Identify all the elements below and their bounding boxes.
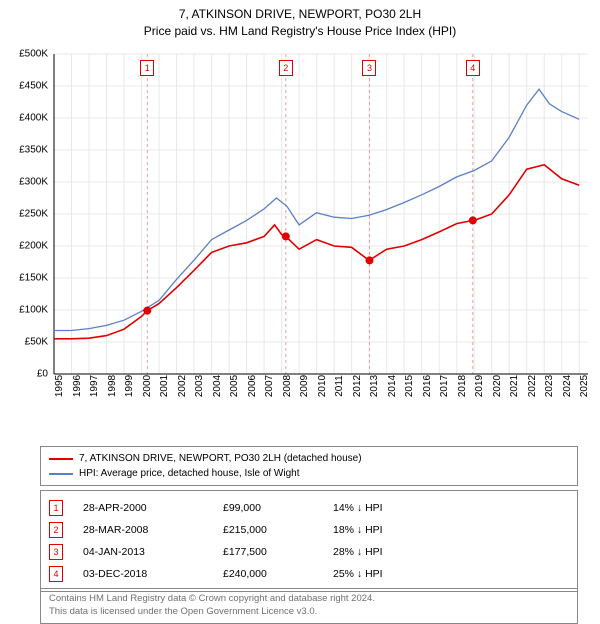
transaction-diff: 14% ↓ HPI bbox=[333, 502, 569, 514]
x-axis-label: 1999 bbox=[124, 375, 135, 397]
chart-marker: 2 bbox=[279, 60, 293, 76]
x-axis-label: 2011 bbox=[334, 375, 345, 397]
x-axis-label: 1995 bbox=[54, 375, 65, 397]
transaction-price: £240,000 bbox=[223, 568, 333, 580]
x-axis-label: 2019 bbox=[474, 375, 485, 397]
x-axis-label: 2002 bbox=[177, 375, 188, 397]
x-axis-label: 2016 bbox=[422, 375, 433, 397]
chart-marker: 1 bbox=[140, 60, 154, 76]
x-axis-label: 2009 bbox=[299, 375, 310, 397]
x-axis-label: 2014 bbox=[387, 375, 398, 397]
transaction-price: £99,000 bbox=[223, 502, 333, 514]
x-axis-label: 2021 bbox=[509, 375, 520, 397]
y-axis-label: £300K bbox=[19, 177, 48, 188]
x-axis-label: 2001 bbox=[159, 375, 170, 397]
transaction-marker: 4 bbox=[49, 566, 63, 582]
y-axis-label: £250K bbox=[19, 209, 48, 220]
x-axis-label: 2000 bbox=[142, 375, 153, 397]
transaction-dot bbox=[143, 307, 151, 315]
transaction-marker: 3 bbox=[49, 544, 63, 560]
transaction-diff: 25% ↓ HPI bbox=[333, 568, 569, 580]
legend-swatch bbox=[49, 458, 73, 460]
x-axis-label: 2008 bbox=[282, 375, 293, 397]
x-axis-label: 2012 bbox=[352, 375, 363, 397]
x-axis-label: 1998 bbox=[107, 375, 118, 397]
x-axis-label: 2018 bbox=[457, 375, 468, 397]
x-axis-label: 2023 bbox=[544, 375, 555, 397]
x-axis-label: 2020 bbox=[492, 375, 503, 397]
transaction-diff: 28% ↓ HPI bbox=[333, 546, 569, 558]
transaction-row: 3 04-JAN-2013£177,50028% ↓ HPI bbox=[49, 541, 569, 563]
y-axis-label: £0 bbox=[37, 369, 48, 380]
legend: 7, ATKINSON DRIVE, NEWPORT, PO30 2LH (de… bbox=[40, 446, 578, 486]
transaction-row: 4 03-DEC-2018£240,00025% ↓ HPI bbox=[49, 563, 569, 585]
y-axis-label: £450K bbox=[19, 81, 48, 92]
chart-title: 7, ATKINSON DRIVE, NEWPORT, PO30 2LH Pri… bbox=[0, 0, 600, 40]
footer-line1: Contains HM Land Registry data © Crown c… bbox=[49, 593, 569, 606]
y-axis-label: £350K bbox=[19, 145, 48, 156]
x-axis-label: 2006 bbox=[247, 375, 258, 397]
x-axis-label: 2007 bbox=[264, 375, 275, 397]
transaction-marker: 1 bbox=[49, 500, 63, 516]
y-axis-label: £50K bbox=[25, 337, 48, 348]
x-axis-label: 2013 bbox=[369, 375, 380, 397]
transaction-date: 04-JAN-2013 bbox=[83, 546, 223, 558]
transaction-diff: 18% ↓ HPI bbox=[333, 524, 569, 536]
transaction-dot bbox=[469, 216, 477, 224]
footer-attribution: Contains HM Land Registry data © Crown c… bbox=[40, 588, 578, 624]
transaction-date: 28-MAR-2008 bbox=[83, 524, 223, 536]
footer-line2: This data is licensed under the Open Gov… bbox=[49, 606, 569, 619]
transaction-marker: 2 bbox=[49, 522, 63, 538]
x-axis-label: 2025 bbox=[579, 375, 590, 397]
legend-label: 7, ATKINSON DRIVE, NEWPORT, PO30 2LH (de… bbox=[79, 451, 362, 466]
y-axis-label: £400K bbox=[19, 113, 48, 124]
chart-area: £0 £50K £100K £150K £200K £250K £300K £350K £400… bbox=[0, 48, 600, 408]
legend-label: HPI: Average price, detached house, Isle… bbox=[79, 466, 300, 481]
x-axis-label: 2015 bbox=[404, 375, 415, 397]
x-axis-label: 2024 bbox=[562, 375, 573, 397]
chart-marker: 4 bbox=[466, 60, 480, 76]
transaction-date: 03-DEC-2018 bbox=[83, 568, 223, 580]
x-axis-label: 2010 bbox=[317, 375, 328, 397]
title-line1: 7, ATKINSON DRIVE, NEWPORT, PO30 2LH bbox=[0, 6, 600, 23]
legend-swatch bbox=[49, 473, 73, 475]
x-axis-label: 2004 bbox=[212, 375, 223, 397]
x-axis-label: 2003 bbox=[194, 375, 205, 397]
y-axis-label: £100K bbox=[19, 305, 48, 316]
y-axis-label: £500K bbox=[19, 49, 48, 60]
chart-marker: 3 bbox=[362, 60, 376, 76]
x-axis-label: 1996 bbox=[72, 375, 83, 397]
transaction-dot bbox=[365, 256, 373, 264]
x-axis-label: 1997 bbox=[89, 375, 100, 397]
transaction-price: £215,000 bbox=[223, 524, 333, 536]
legend-item: HPI: Average price, detached house, Isle… bbox=[49, 466, 569, 481]
y-axis-label: £150K bbox=[19, 273, 48, 284]
x-axis-label: 2005 bbox=[229, 375, 240, 397]
x-axis-label: 2017 bbox=[439, 375, 450, 397]
title-line2: Price paid vs. HM Land Registry's House … bbox=[0, 23, 600, 40]
plot-area bbox=[54, 54, 588, 374]
transactions-table: 1 28-APR-2000£99,00014% ↓ HPI 2 28-MAR-2008… bbox=[40, 490, 578, 592]
transaction-row: 1 28-APR-2000£99,00014% ↓ HPI bbox=[49, 497, 569, 519]
legend-item: 7, ATKINSON DRIVE, NEWPORT, PO30 2LH (de… bbox=[49, 451, 569, 466]
transaction-row: 2 28-MAR-2008£215,00018% ↓ HPI bbox=[49, 519, 569, 541]
transaction-price: £177,500 bbox=[223, 546, 333, 558]
transaction-date: 28-APR-2000 bbox=[83, 502, 223, 514]
y-axis-label: £200K bbox=[19, 241, 48, 252]
transaction-dot bbox=[282, 232, 290, 240]
x-axis-label: 2022 bbox=[527, 375, 538, 397]
